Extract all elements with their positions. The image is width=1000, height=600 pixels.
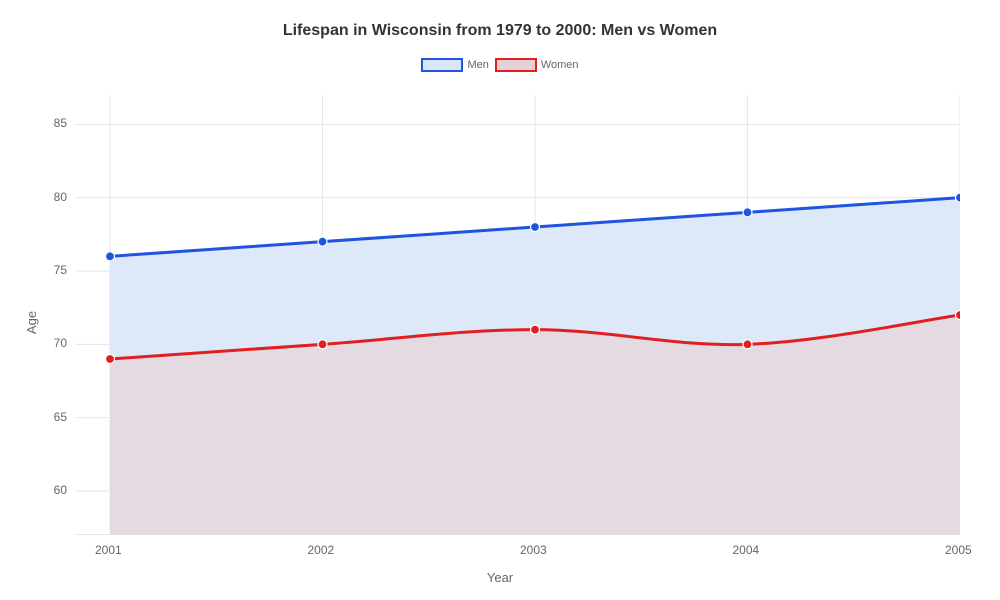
x-tick-label: 2002 [308,543,335,557]
legend-label-women: Women [541,59,579,71]
x-tick-label: 2003 [520,543,547,557]
legend-swatch-women [495,58,537,72]
chart-title: Lifespan in Wisconsin from 1979 to 2000:… [0,22,1000,40]
plot-area [75,95,960,535]
y-tick-label: 60 [54,483,67,497]
chart-container: Lifespan in Wisconsin from 1979 to 2000:… [0,0,1000,600]
y-tick-label: 75 [54,263,67,277]
y-tick-label: 65 [54,410,67,424]
legend: Men Women [0,58,1000,72]
y-tick-label: 80 [54,190,67,204]
x-tick-label: 2005 [945,543,972,557]
y-tick-label: 85 [54,116,67,130]
y-tick-label: 70 [54,336,67,350]
x-tick-label: 2001 [95,543,122,557]
chart-svg [75,95,960,535]
legend-label-men: Men [467,59,488,71]
legend-swatch-men [421,58,463,72]
x-axis-label: Year [0,570,1000,585]
legend-item-men: Men [421,58,488,72]
x-tick-label: 2004 [733,543,760,557]
y-axis-label: Age [24,311,39,334]
legend-item-women: Women [495,58,579,72]
